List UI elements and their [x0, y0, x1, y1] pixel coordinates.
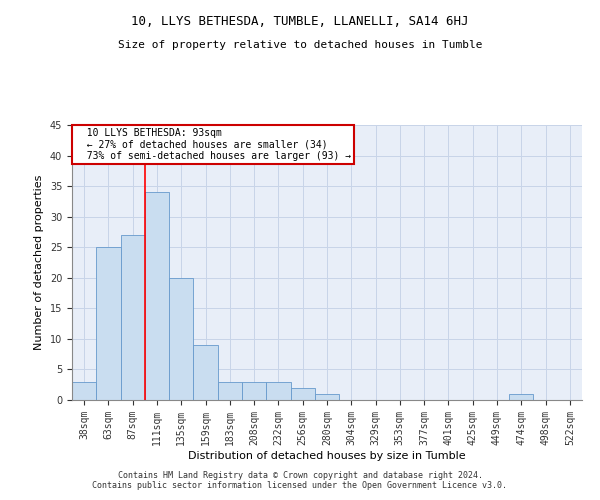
Bar [193, 345, 218, 400]
Bar [266, 382, 290, 400]
Bar [290, 388, 315, 400]
Text: 10 LLYS BETHESDA: 93sqm
  ← 27% of detached houses are smaller (34)
  73% of sem: 10 LLYS BETHESDA: 93sqm ← 27% of detache… [74, 128, 350, 161]
Bar [242, 382, 266, 400]
Text: Contains HM Land Registry data © Crown copyright and database right 2024.
Contai: Contains HM Land Registry data © Crown c… [92, 470, 508, 490]
Bar [218, 382, 242, 400]
Bar [72, 382, 96, 400]
Text: Size of property relative to detached houses in Tumble: Size of property relative to detached ho… [118, 40, 482, 50]
Bar [121, 235, 145, 400]
Bar [96, 247, 121, 400]
X-axis label: Distribution of detached houses by size in Tumble: Distribution of detached houses by size … [188, 450, 466, 460]
Bar [145, 192, 169, 400]
Bar [315, 394, 339, 400]
Bar [509, 394, 533, 400]
Bar [169, 278, 193, 400]
Text: 10, LLYS BETHESDA, TUMBLE, LLANELLI, SA14 6HJ: 10, LLYS BETHESDA, TUMBLE, LLANELLI, SA1… [131, 15, 469, 28]
Y-axis label: Number of detached properties: Number of detached properties [34, 175, 44, 350]
